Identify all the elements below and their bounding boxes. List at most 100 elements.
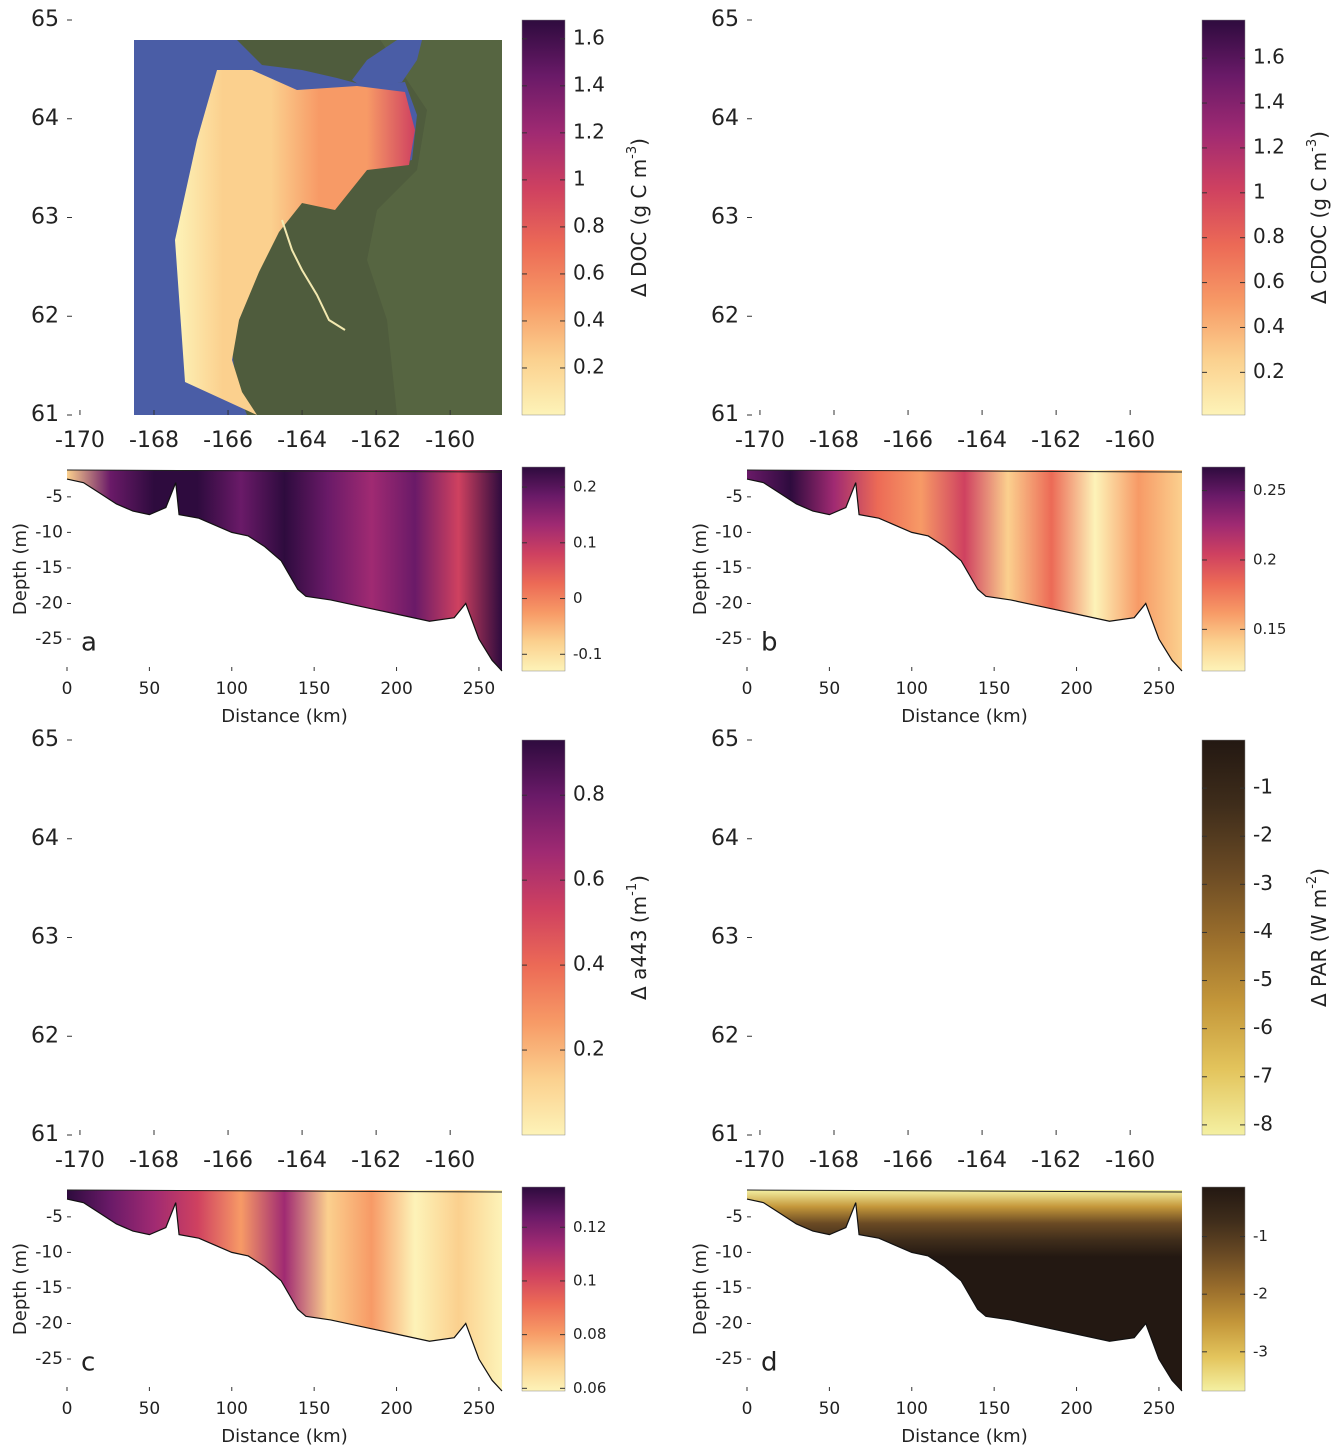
sea bbox=[747, 740, 1182, 1135]
colorbar-tick-label: -2 bbox=[1253, 823, 1273, 847]
colorbar-tick-label: -1 bbox=[1253, 775, 1273, 799]
y-tick-label: -20 bbox=[35, 593, 63, 613]
land bbox=[897, 20, 1182, 415]
colorbar-label: Δ DOC (g C m-3) bbox=[625, 138, 651, 297]
x-tick-label: -160 bbox=[425, 1148, 475, 1173]
map bbox=[134, 40, 502, 415]
colorbar-tick-label: 0.12 bbox=[573, 1218, 606, 1236]
x-tick-label: 50 bbox=[819, 679, 841, 699]
y-tick-label: 65 bbox=[711, 727, 739, 752]
colorbar-tick-label: 1.2 bbox=[1253, 134, 1285, 158]
y-tick-label: -25 bbox=[715, 1349, 743, 1369]
x-tick-label: -160 bbox=[1105, 1148, 1155, 1173]
x-tick-label: 0 bbox=[742, 1399, 753, 1419]
label-text: Δ PAR (W m bbox=[1307, 889, 1331, 1007]
colorbar bbox=[521, 19, 566, 416]
y-tick-label: 64 bbox=[31, 106, 59, 131]
colorbar-tick-label: 0.08 bbox=[573, 1325, 606, 1343]
colorbar-tick-label: 0.8 bbox=[1253, 224, 1285, 248]
surface bbox=[746, 469, 1183, 473]
water-column bbox=[67, 1190, 502, 1391]
river bbox=[281, 219, 346, 331]
y-tick-label: 64 bbox=[31, 826, 59, 851]
y-tick-label: -25 bbox=[35, 1349, 63, 1369]
colorbar-tick-label: 0.4 bbox=[573, 952, 605, 976]
y-tick-label: 61 bbox=[31, 1122, 59, 1147]
y-tick-label: -15 bbox=[715, 1278, 743, 1298]
panel: -170 -168 -166 -164 -162 -160 61 62 63 64 65 -1 -2 -3… bbox=[690, 727, 1331, 1447]
x-tick-label: -170 bbox=[55, 1148, 105, 1173]
y-tick-label: -10 bbox=[715, 1242, 743, 1262]
y-tick-label: 61 bbox=[711, 1122, 739, 1147]
water-column bbox=[747, 1190, 1182, 1391]
land bbox=[217, 740, 502, 1135]
panel: -170 -168 -166 -164 -162 -160 61 62 63 64 65 0.2 0.4… bbox=[10, 7, 651, 727]
x-tick-label: 150 bbox=[978, 679, 1010, 699]
plume bbox=[855, 70, 1095, 415]
y-axis-label: Depth (m) bbox=[10, 523, 31, 615]
x-tick-label: -166 bbox=[883, 428, 933, 453]
y-tick-label: 63 bbox=[31, 925, 59, 950]
y-tick-label: 65 bbox=[31, 727, 59, 752]
label-text: Δ a443 (m bbox=[627, 896, 651, 1000]
land bbox=[1047, 20, 1182, 415]
land bbox=[367, 40, 502, 415]
colorbar bbox=[1201, 1186, 1246, 1392]
label-sup: -3 bbox=[625, 146, 640, 159]
land bbox=[1047, 740, 1182, 1135]
sea bbox=[747, 20, 1182, 415]
x-tick-label: -164 bbox=[957, 1148, 1007, 1173]
river bbox=[962, 940, 1025, 1050]
colorbar bbox=[1201, 19, 1246, 416]
colorbar-tick-label: -0.1 bbox=[573, 645, 602, 663]
colorbar-tick-label: 0.6 bbox=[1253, 269, 1285, 293]
x-tick-label: 100 bbox=[216, 1399, 248, 1419]
colorbar-label: Δ a443 (m-1) bbox=[625, 875, 651, 1000]
water-column bbox=[747, 470, 1182, 671]
label-end: ) bbox=[1307, 868, 1331, 876]
colorbar-tick-label: 1.2 bbox=[573, 119, 605, 143]
colorbar bbox=[521, 466, 566, 672]
seafloor bbox=[746, 1198, 1183, 1392]
island bbox=[67, 868, 129, 945]
x-tick-label: -170 bbox=[735, 1148, 785, 1173]
x-axis-label: Distance (km) bbox=[901, 1426, 1027, 1447]
surface bbox=[66, 1189, 503, 1193]
y-tick-label: 62 bbox=[711, 303, 739, 328]
y-tick-label: 62 bbox=[711, 1023, 739, 1048]
x-tick-label: -168 bbox=[129, 428, 179, 453]
label-sup: -1 bbox=[625, 883, 640, 896]
colorbar-tick-label: -8 bbox=[1253, 1111, 1273, 1135]
colorbar-tick-label: 0.2 bbox=[1253, 359, 1285, 383]
x-tick-label: -170 bbox=[735, 428, 785, 453]
x-tick-label: 250 bbox=[463, 679, 495, 699]
x-tick-label: 200 bbox=[380, 679, 412, 699]
colorbar-tick-label: 0.1 bbox=[573, 533, 597, 551]
plume bbox=[175, 70, 415, 415]
map bbox=[67, 740, 502, 1135]
colorbar-tick-label: 1.4 bbox=[573, 72, 605, 96]
plume bbox=[175, 790, 415, 1135]
x-tick-label: 200 bbox=[380, 1399, 412, 1419]
x-tick-label: 200 bbox=[1060, 1399, 1092, 1419]
x-tick-label: -162 bbox=[351, 1148, 401, 1173]
y-tick-label: 65 bbox=[711, 7, 739, 32]
panel-letter: a bbox=[81, 628, 97, 658]
y-tick-label: 62 bbox=[31, 303, 59, 328]
x-tick-label: 0 bbox=[62, 1399, 73, 1419]
x-tick-label: -168 bbox=[809, 428, 859, 453]
plume bbox=[855, 790, 1095, 1135]
label-end: ) bbox=[1307, 131, 1331, 139]
x-tick-label: 150 bbox=[298, 679, 330, 699]
colorbar-tick-label: 0.4 bbox=[573, 307, 605, 331]
map bbox=[747, 740, 1182, 1135]
x-tick-label: 150 bbox=[978, 1399, 1010, 1419]
y-tick-label: -20 bbox=[715, 1313, 743, 1333]
x-tick-label: -166 bbox=[883, 1148, 933, 1173]
y-tick-label: -5 bbox=[726, 1207, 743, 1227]
x-tick-label: -166 bbox=[203, 1148, 253, 1173]
x-tick-label: -164 bbox=[957, 428, 1007, 453]
x-axis-label: Distance (km) bbox=[221, 1426, 347, 1447]
colorbar-tick-label: 1.4 bbox=[1253, 90, 1285, 114]
